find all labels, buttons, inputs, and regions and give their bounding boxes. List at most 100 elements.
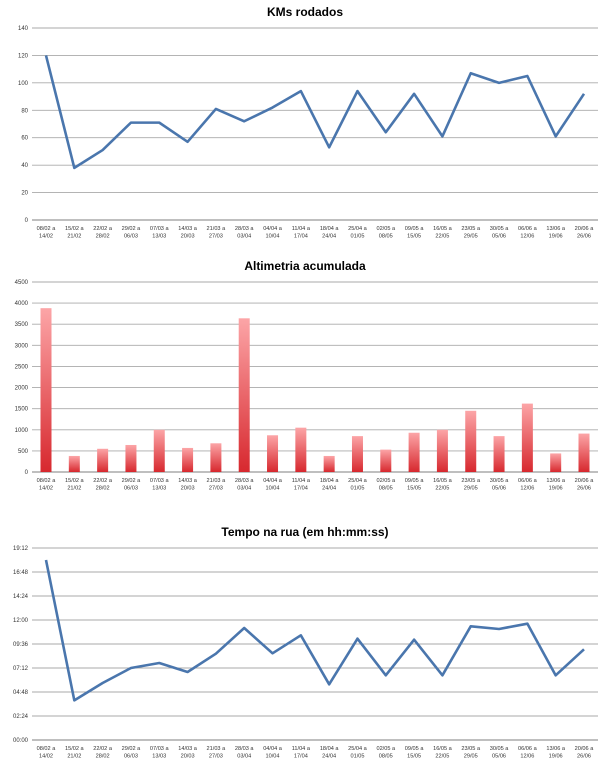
x-tick-label: 06/06 a [518,226,538,232]
y-tick-label: 60 [21,136,28,142]
bar [182,447,194,472]
x-tick-label: 21/02 [67,234,81,240]
x-tick-label: 30/05 a [490,226,510,232]
bar [210,443,222,472]
y-tick-label: 07:12 [13,666,29,672]
x-tick-label: 07/03 a [150,226,170,232]
x-tick-label: 07/03 a [150,746,170,752]
x-tick-label: 19/06 [549,234,563,240]
x-tick-label: 20/03 [181,754,195,760]
chart-0: KMs rodados 0 20 40 60 80 100 120 140 08/02 a 14/0… [18,5,598,240]
x-tick-label: 14/02 [39,754,53,760]
bar [521,403,533,472]
y-tick-label: 14:24 [13,594,29,600]
x-tick-label: 25/04 a [348,478,368,484]
x-tick-label: 27/03 [209,486,223,492]
x-tick-label: 12/06 [520,486,534,492]
bar [68,455,80,472]
x-tick-label: 14/03 a [178,746,198,752]
y-tick-label: 04:48 [13,690,29,696]
x-tick-label: 22/02 a [93,746,113,752]
y-tick-label: 2500 [15,364,29,370]
x-tick-label: 05/06 [492,754,506,760]
y-tick-label: 140 [18,26,29,32]
y-tick-label: 40 [21,163,28,169]
x-tick-label: 17/04 [294,486,308,492]
x-tick-label: 02/05 a [376,478,396,484]
x-tick-label: 16/05 a [433,478,453,484]
x-tick-label: 13/03 [152,486,166,492]
x-tick-label: 13/03 [152,234,166,240]
x-tick-label: 04/04 a [263,478,283,484]
x-tick-label: 15/02 a [65,226,85,232]
chart-1: Altimetria acumulada 0 500 1000 1500 2000 2500… [15,259,598,492]
x-tick-label: 03/04 [237,234,251,240]
x-tick-label: 01/05 [350,234,364,240]
x-tick-label: 09/05 a [405,226,425,232]
x-tick-label: 20/06 a [575,478,595,484]
x-tick-label: 25/04 a [348,226,368,232]
x-tick-label: 29/02 a [122,478,142,484]
bar [493,436,505,472]
x-tick-label: 28/02 [96,754,110,760]
x-tick-label: 09/05 a [405,478,425,484]
x-tick-label: 27/03 [209,234,223,240]
x-tick-label: 18/04 a [320,746,340,752]
x-tick-label: 22/02 a [93,478,113,484]
x-tick-label: 18/04 a [320,226,340,232]
series-line [44,55,586,170]
x-tick-label: 23/05 a [461,226,481,232]
x-tick-label: 09/05 a [405,746,425,752]
x-tick-label: 21/03 a [207,478,227,484]
x-tick-label: 15/02 a [65,746,85,752]
x-tick-label: 23/05 a [461,478,481,484]
x-tick-label: 21/02 [67,486,81,492]
x-tick-label: 20/03 [181,486,195,492]
x-tick-label: 08/05 [379,754,393,760]
x-tick-label: 23/05 a [461,746,481,752]
x-tick-label: 24/04 [322,234,336,240]
x-tick-label: 13/03 [152,754,166,760]
x-tick-label: 04/04 a [263,746,283,752]
y-tick-label: 120 [18,53,29,59]
y-tick-label: 4500 [15,280,29,286]
bar [97,448,109,472]
bar [323,455,335,472]
y-tick-label: 2000 [15,386,29,392]
x-tick-label: 17/04 [294,754,308,760]
x-tick-label: 16/05 a [433,226,453,232]
y-tick-label: 1500 [15,407,29,413]
x-tick-label: 29/02 a [122,746,142,752]
y-tick-label: 80 [21,108,28,114]
x-tick-label: 20/06 a [575,226,595,232]
x-tick-label: 30/05 a [490,478,510,484]
x-tick-label: 14/02 [39,486,53,492]
x-tick-label: 26/06 [577,754,591,760]
x-tick-label: 04/04 a [263,226,283,232]
y-tick-label: 02:24 [13,714,29,720]
y-tick-label: 4000 [15,301,29,307]
x-tick-label: 21/03 a [207,746,227,752]
x-tick-label: 01/05 [350,754,364,760]
x-tick-label: 14/02 [39,234,53,240]
x-tick-label: 02/05 a [376,746,396,752]
x-tick-label: 22/05 [435,234,449,240]
bar [40,308,52,472]
chart-title: Altimetria acumulada [244,259,366,273]
y-tick-label: 500 [18,449,29,455]
chart-2: Tempo na rua (em hh:mm:ss) 00:00 02:24 04:4… [13,525,598,760]
x-tick-label: 02/05 a [376,226,396,232]
x-tick-label: 25/04 a [348,746,368,752]
x-tick-label: 11/04 a [292,746,311,752]
x-tick-label: 12/06 [520,754,534,760]
x-tick-label: 29/05 [464,486,478,492]
bar [436,429,448,472]
bar [408,432,420,472]
x-tick-label: 29/02 a [122,226,142,232]
y-tick-label: 19:12 [13,546,29,552]
x-tick-label: 13/06 a [546,226,566,232]
y-tick-label: 0 [25,470,29,476]
x-tick-label: 19/06 [549,754,563,760]
x-tick-label: 10/04 [266,234,280,240]
bar [267,435,279,472]
